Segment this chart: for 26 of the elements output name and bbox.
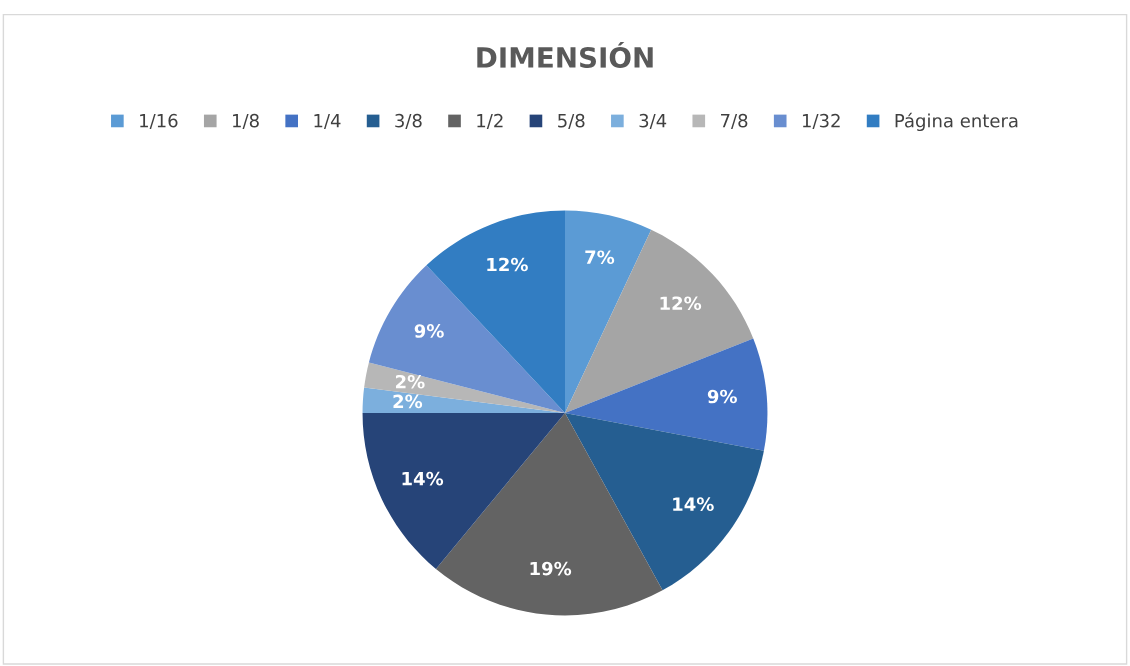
data-label: 7%	[585, 250, 615, 265]
legend-label: 1/8	[233, 113, 259, 129]
pie-slice	[364, 362, 565, 413]
data-label: 2%	[393, 394, 423, 409]
legend-label: 1/2	[477, 113, 503, 129]
data-label: 14%	[402, 471, 444, 486]
pie-slice	[565, 229, 754, 413]
data-label: 12%	[487, 257, 528, 272]
legend-label: 1/4	[314, 114, 341, 129]
legend-label: 1/16	[140, 113, 178, 129]
chart-title: DIMENSIÓN	[477, 41, 653, 68]
data-label: 12%	[660, 296, 702, 311]
data-label: 9%	[414, 324, 444, 338]
pie-slice	[565, 210, 652, 413]
legend-label: 5/8	[558, 113, 585, 129]
data-label: 2%	[395, 374, 425, 389]
legend-label: 3/8	[395, 113, 422, 129]
data-label: 9%	[707, 389, 737, 404]
legend-label: Página entera	[895, 112, 1018, 132]
pie-slice	[362, 387, 565, 413]
data-label: 19%	[530, 561, 572, 576]
legend-label: 3/4	[639, 113, 667, 129]
legend-label: 1/32	[802, 113, 840, 129]
pie-slice	[565, 338, 768, 451]
legend-label: 7/8	[721, 113, 748, 129]
data-label: 14%	[673, 497, 714, 511]
